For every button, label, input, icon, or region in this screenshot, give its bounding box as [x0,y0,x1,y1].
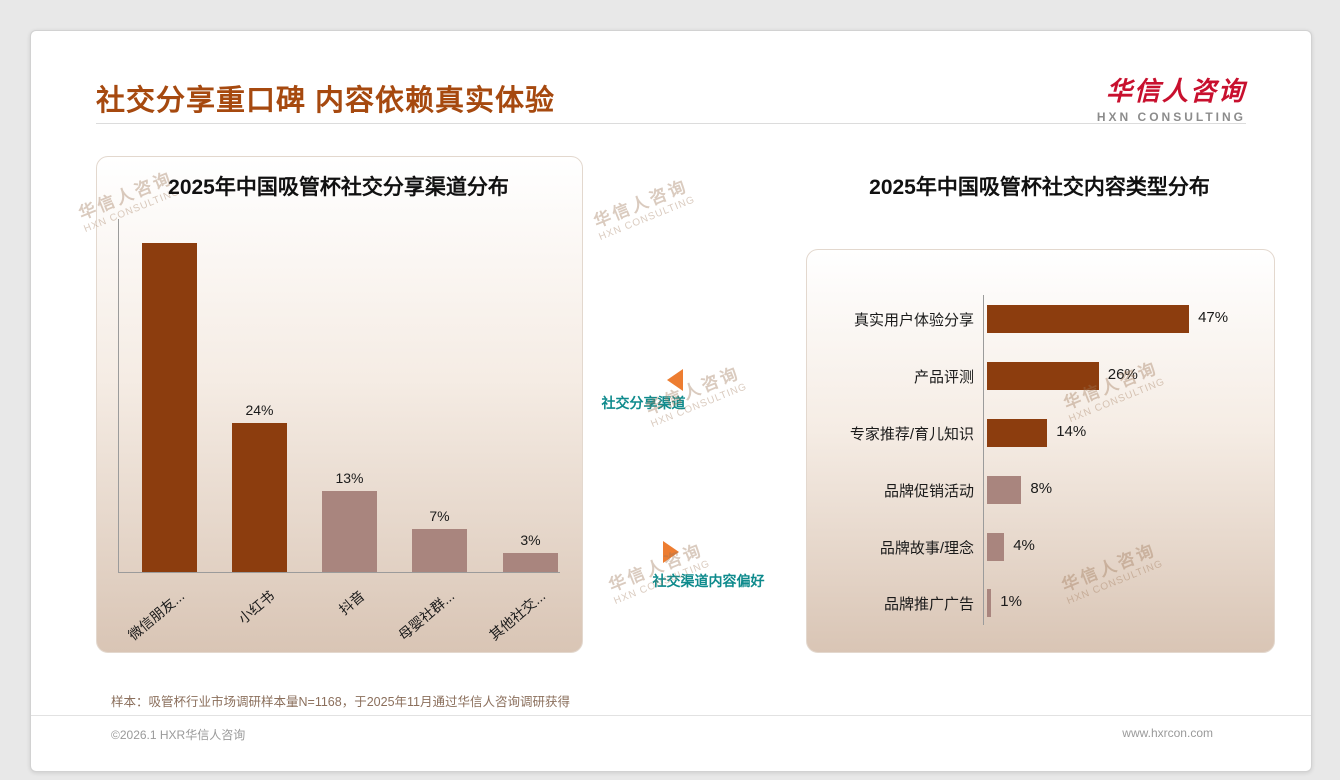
website-text: www.hxrcon.com [1122,726,1213,740]
bar-value-label: 24% [245,402,274,419]
category-label: 专家推荐/育儿知识 [849,426,974,443]
right-chart-title: 2025年中国吸管杯社交内容类型分布 [869,176,1210,199]
category-label: 品牌推广广告 [883,596,974,613]
bar-品牌推广广告 [987,589,992,617]
bar-抖音 [322,491,377,572]
watermark-line1: 华信人咨询 [591,176,691,232]
bar-value-label: 1% [1000,593,1022,610]
bar-value-label: 13% [335,470,364,487]
right-chart-panel: 真实用户体验分享 47% 产品评测 26% 专家推荐/育儿知识 14% 品牌促销活动 8% 品牌… [806,249,1275,653]
bar-小红书 [232,423,287,572]
header-divider [96,123,1246,124]
left-chart-title: 2025年中国吸管杯社交分享渠道分布 [168,176,509,199]
bar-value-label: 3% [520,532,541,549]
slide-card: 社交分享重口碑 内容依赖真实体验 华信人咨询 HXN CONSULTING 20… [30,30,1312,772]
bar-品牌故事/理念 [987,533,1005,561]
y-axis-line [983,295,984,625]
category-label: 其他社交... [485,587,549,644]
category-label: 母婴社群... [394,587,458,644]
bar-value-label: 26% [1107,366,1138,383]
page-title: 社交分享重口碑 内容依赖真实体验 [96,85,556,117]
arrow-right-icon [663,541,679,563]
category-label: 小红书 [234,587,278,627]
bar-value-label: 7% [429,507,450,524]
content-pref-annotation: 社交渠道内容偏好 [652,573,765,589]
bar-品牌促销活动 [987,476,1022,504]
watermark-line2: HXN CONSULTING [597,194,697,243]
footer-divider [31,715,1311,716]
category-label: 真实用户体验分享 [853,312,974,329]
copyright-text: ©2026.1 HXR华信人咨询 [111,728,246,742]
bar-真实用户体验分享 [987,305,1190,333]
category-label: 微信朋友... [124,587,188,644]
category-label: 抖音 [335,587,368,618]
bar-产品评测 [987,362,1099,390]
share-channel-annotation: 社交分享渠道 [601,395,686,411]
bar-微信朋友... [142,243,197,572]
bar-其他社交... [503,553,558,572]
left-chart-panel: 微信朋友... 24% 小红书 13% 抖音 7% 母婴社群... 3% 其他社交... [96,156,583,653]
logo-en-text: HXN CONSULTING [1096,110,1246,124]
arrow-left-icon [667,369,683,391]
bar-专家推荐/育儿知识 [987,419,1048,447]
company-logo: 华信人咨询 HXN CONSULTING [1097,71,1246,124]
bar-母婴社群... [412,528,467,572]
bar-value-label: 8% [1030,480,1053,497]
bar-value-label: 4% [1013,537,1035,554]
logo-cn-text: 华信人咨询 [1105,76,1246,106]
y-axis-line [118,219,119,572]
category-label: 品牌促销活动 [883,483,974,500]
bar-value-label: 14% [1056,423,1087,440]
bar-value-label: 47% [1198,309,1229,326]
x-axis-line [118,572,560,573]
sample-footnote: 样本：吸管杯行业市场调研样本量N=1168，于2025年11月通过华信人咨询调研… [111,695,570,709]
category-label: 产品评测 [913,369,974,386]
watermark-text: 华信人咨询 HXN CONSULTING [588,171,697,243]
category-label: 品牌故事/理念 [879,540,974,557]
